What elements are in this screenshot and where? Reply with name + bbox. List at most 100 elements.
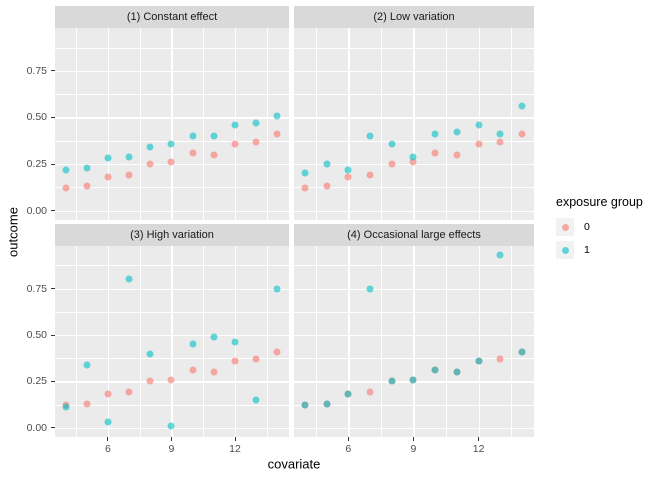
y-tick-label: 0.00 bbox=[26, 204, 47, 217]
legend: exposure group 0 1 bbox=[556, 195, 643, 264]
gridline bbox=[266, 246, 268, 437]
data-point bbox=[252, 138, 260, 146]
data-point bbox=[83, 164, 91, 172]
data-point bbox=[431, 366, 439, 374]
gridline bbox=[203, 246, 204, 437]
gridline bbox=[139, 246, 141, 437]
facet-strip: (1) Constant effect bbox=[55, 6, 289, 28]
y-tick-mark bbox=[51, 334, 55, 336]
data-point bbox=[496, 355, 504, 363]
data-point bbox=[344, 173, 352, 181]
y-tick-mark bbox=[51, 210, 55, 212]
data-point bbox=[83, 361, 91, 369]
gridline bbox=[446, 28, 447, 220]
data-point bbox=[62, 166, 70, 174]
gridline bbox=[511, 246, 512, 437]
data-point bbox=[323, 160, 331, 168]
x-tick-label: 9 bbox=[410, 443, 417, 455]
x-tick-label: 9 bbox=[168, 443, 175, 455]
data-point bbox=[62, 184, 70, 192]
facet-strip: (4) Occasional large effects bbox=[294, 224, 534, 246]
y-tick-mark bbox=[51, 427, 55, 429]
gridline bbox=[139, 28, 141, 220]
data-point bbox=[104, 154, 112, 162]
gridline bbox=[171, 246, 173, 437]
data-point bbox=[388, 377, 396, 385]
gridline bbox=[107, 246, 110, 437]
data-point bbox=[83, 182, 91, 190]
legend-item-group1: 1 bbox=[556, 241, 643, 259]
data-point bbox=[231, 357, 239, 365]
data-point bbox=[409, 158, 417, 166]
data-point bbox=[104, 418, 112, 426]
gridline bbox=[203, 28, 204, 220]
data-point bbox=[231, 121, 239, 129]
data-point bbox=[323, 182, 331, 190]
data-point bbox=[167, 376, 175, 383]
data-point bbox=[496, 251, 504, 259]
data-point bbox=[252, 396, 260, 404]
data-point bbox=[167, 422, 175, 430]
data-point bbox=[62, 403, 70, 411]
y-tick-label: 0.50 bbox=[26, 329, 47, 341]
data-point bbox=[273, 348, 281, 356]
y-tick-label: 0.50 bbox=[26, 111, 47, 124]
data-point bbox=[344, 166, 352, 174]
data-point bbox=[146, 160, 154, 168]
group0-dot-icon bbox=[561, 223, 569, 231]
data-point bbox=[518, 130, 526, 138]
data-point bbox=[273, 112, 281, 120]
legend-title: exposure group bbox=[556, 195, 643, 209]
x-tick-mark bbox=[412, 437, 414, 441]
gridline bbox=[348, 246, 350, 437]
facet-strip: (3) High variation bbox=[55, 224, 289, 246]
y-tick-label: 0.75 bbox=[26, 64, 47, 77]
gridline bbox=[76, 246, 77, 437]
data-point bbox=[125, 275, 133, 283]
y-tick-mark bbox=[51, 380, 55, 382]
data-point bbox=[496, 138, 504, 146]
data-point bbox=[431, 149, 439, 157]
data-point bbox=[231, 140, 239, 148]
gridline bbox=[107, 28, 110, 220]
x-tick-mark bbox=[234, 437, 236, 441]
data-point bbox=[323, 400, 331, 408]
data-point bbox=[189, 149, 197, 157]
data-point bbox=[301, 401, 309, 409]
data-point bbox=[252, 355, 260, 363]
data-point bbox=[453, 368, 461, 376]
data-point bbox=[453, 151, 461, 159]
y-tick-label: 0.75 bbox=[26, 282, 47, 295]
data-point bbox=[146, 143, 154, 151]
x-tick-mark bbox=[347, 437, 349, 441]
gridline bbox=[413, 28, 415, 220]
facet-panel bbox=[294, 28, 534, 220]
facet-title: (4) Occasional large effects bbox=[347, 229, 481, 241]
data-point bbox=[496, 130, 504, 138]
data-point bbox=[366, 171, 374, 179]
x-tick-mark bbox=[107, 437, 109, 441]
y-tick-label: 0.00 bbox=[26, 421, 47, 434]
data-point bbox=[409, 376, 417, 383]
y-tick-label: 0.25 bbox=[26, 158, 47, 171]
data-point bbox=[146, 377, 154, 385]
data-point bbox=[146, 350, 154, 358]
data-point bbox=[388, 140, 396, 148]
data-point bbox=[273, 130, 281, 138]
facet-title: (1) Constant effect bbox=[126, 11, 218, 23]
data-point bbox=[189, 340, 197, 348]
data-point bbox=[475, 357, 483, 365]
gridline bbox=[171, 28, 173, 220]
data-point bbox=[518, 102, 526, 110]
data-point bbox=[210, 151, 218, 159]
data-point bbox=[104, 173, 112, 181]
data-point bbox=[210, 333, 218, 341]
facet-title: (2) Low variation bbox=[373, 11, 455, 23]
facet-title: (3) High variation bbox=[130, 229, 214, 241]
data-point bbox=[167, 140, 175, 148]
gridline bbox=[266, 28, 268, 220]
facet-panel bbox=[55, 246, 289, 437]
facet-panel bbox=[294, 246, 534, 437]
data-point bbox=[210, 368, 218, 376]
